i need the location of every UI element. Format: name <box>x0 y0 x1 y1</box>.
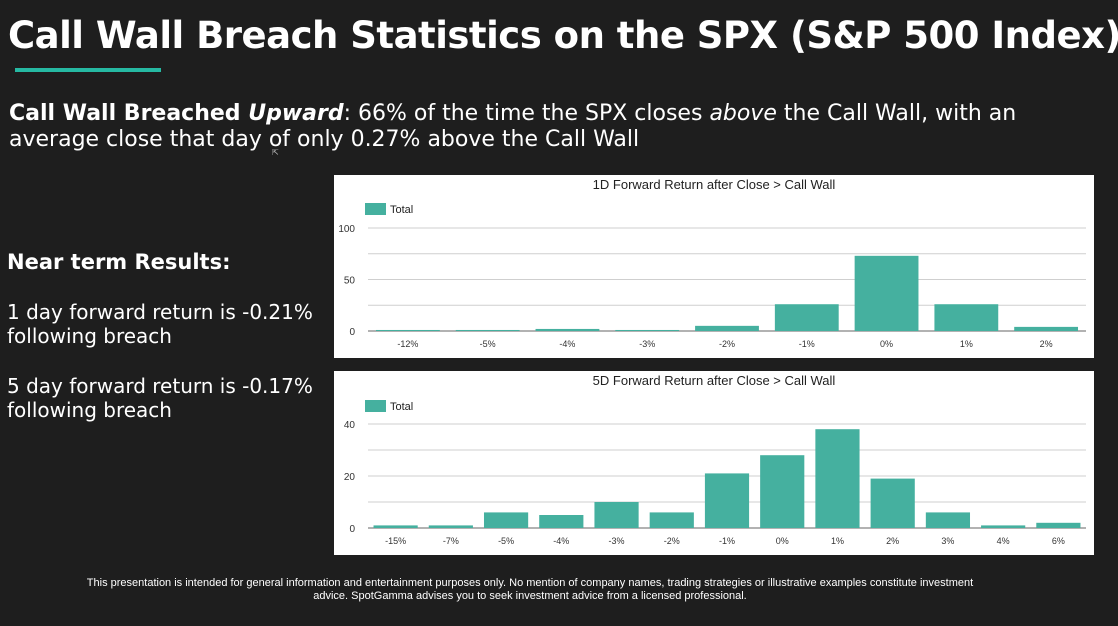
bar-1% <box>815 429 860 528</box>
bar-3% <box>925 512 971 528</box>
y-tick-label: 0 <box>349 524 355 535</box>
bar--3% <box>615 329 680 331</box>
x-tick-label: 1% <box>960 339 973 349</box>
bar-2% <box>1014 326 1079 331</box>
bar--4% <box>539 515 584 528</box>
x-tick-label: -4% <box>559 339 575 349</box>
chart-1d-svg: 1D Forward Return after Close > Call Wal… <box>338 177 1086 349</box>
x-tick-label: -7% <box>443 536 459 546</box>
x-tick-label: -3% <box>609 536 625 546</box>
breach-text-2: the Call Wall, with an average close tha… <box>9 101 1017 152</box>
x-tick-label: -4% <box>553 536 569 546</box>
legend-label: Total <box>390 204 413 216</box>
x-tick-label: -2% <box>719 339 735 349</box>
bar--15% <box>373 525 418 528</box>
y-tick-label: 40 <box>344 420 356 431</box>
bar--2% <box>649 512 694 528</box>
bar--5% <box>483 512 529 528</box>
bar-2% <box>870 478 915 528</box>
bar--1% <box>704 473 750 528</box>
x-tick-label: -1% <box>799 339 815 349</box>
breach-label-prefix: Call Wall Breached <box>9 101 249 126</box>
chart-title: 1D Forward Return after Close > Call Wal… <box>593 177 836 192</box>
bar--12% <box>375 329 440 331</box>
y-tick-label: 50 <box>344 276 356 287</box>
x-tick-label: 4% <box>997 536 1010 546</box>
x-tick-label: -2% <box>664 536 680 546</box>
bar--1% <box>774 304 839 331</box>
x-tick-label: -1% <box>719 536 735 546</box>
chart-5d-svg: 5D Forward Return after Close > Call Wal… <box>344 373 1086 546</box>
x-tick-label: 3% <box>941 536 954 546</box>
chart-1d-forward-return: 1D Forward Return after Close > Call Wal… <box>334 175 1094 358</box>
bar--5% <box>455 329 520 331</box>
breach-label: Call Wall Breached Upward <box>9 101 344 126</box>
bar--7% <box>428 525 473 528</box>
breach-label-emph: Upward <box>248 101 344 126</box>
x-tick-label: 2% <box>886 536 899 546</box>
breach-text-emph: above <box>709 101 777 126</box>
y-tick-label: 100 <box>338 224 355 235</box>
bar-6% <box>1036 522 1081 528</box>
x-tick-label: 0% <box>880 339 893 349</box>
x-tick-label: -12% <box>397 339 418 349</box>
one-day-return: 1 day forward return is -0.21% following… <box>7 300 313 348</box>
bar--3% <box>594 502 639 528</box>
breach-summary: Call Wall Breached Upward: 66% of the ti… <box>9 101 1099 153</box>
chart-5d-forward-return: 5D Forward Return after Close > Call Wal… <box>334 371 1094 555</box>
x-tick-label: 0% <box>776 536 789 546</box>
chart-title: 5D Forward Return after Close > Call Wal… <box>593 373 836 388</box>
y-tick-label: 20 <box>344 472 356 483</box>
bar-0% <box>760 455 805 528</box>
legend-swatch <box>365 203 386 215</box>
bar--2% <box>695 325 759 331</box>
slide-title: Call Wall Breach Statistics on the SPX (… <box>8 14 1118 57</box>
disclaimer: This presentation is intended for genera… <box>86 577 974 602</box>
x-tick-label: 6% <box>1052 536 1065 546</box>
near-term-heading: Near term Results: <box>7 250 231 274</box>
bar--4% <box>535 328 600 331</box>
legend-swatch <box>365 400 386 412</box>
bar-4% <box>981 525 1026 528</box>
x-tick-label: -15% <box>385 536 406 546</box>
near-term-results: Near term Results: 1 day forward return … <box>7 250 327 448</box>
bar-0% <box>854 255 919 331</box>
breach-text-1: 66% of the time the SPX closes <box>351 101 710 126</box>
title-underline <box>15 68 161 72</box>
x-tick-label: -3% <box>639 339 655 349</box>
x-tick-label: 1% <box>831 536 844 546</box>
legend-label: Total <box>390 401 413 413</box>
five-day-return: 5 day forward return is -0.17% following… <box>7 374 313 422</box>
breach-label-suffix: : <box>343 101 352 126</box>
bar-1% <box>934 304 999 331</box>
y-tick-label: 0 <box>349 327 355 338</box>
mouse-cursor-icon: ⇱ <box>272 148 279 157</box>
x-tick-label: -5% <box>480 339 496 349</box>
x-tick-label: -5% <box>498 536 514 546</box>
x-tick-label: 2% <box>1040 339 1053 349</box>
